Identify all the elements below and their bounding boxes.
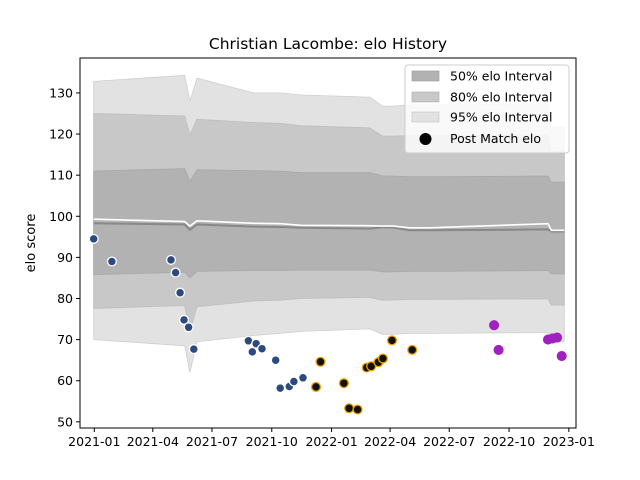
post-match-point-27	[386, 335, 398, 346]
post-match-point-19	[315, 356, 326, 367]
post-match-point-3	[165, 254, 177, 265]
post-match-point-1	[88, 233, 99, 244]
legend: 50% elo Interval 80% elo Interval 95% el…	[404, 64, 570, 154]
y-tick-label-120: 120	[49, 127, 73, 142]
post-match-point-33	[552, 332, 563, 343]
x-tick-label-2021-07: 2021-07	[186, 434, 238, 449]
post-match-point-22	[352, 404, 363, 415]
post-match-point-5	[175, 287, 186, 298]
post-match-point-4	[170, 267, 181, 278]
y-tick-label-90: 90	[57, 250, 73, 265]
y-tick-label-110: 110	[49, 168, 73, 183]
x-tick-label-2023-01: 2023-01	[543, 434, 595, 449]
post-match-point-20	[338, 378, 349, 389]
x-tick-label-2022-07: 2022-07	[423, 434, 475, 449]
y-tick-label-130: 130	[49, 85, 73, 100]
post-match-point-16	[288, 376, 299, 387]
legend-label-post-match: Post Match elo	[450, 131, 541, 146]
axes-frame	[79, 57, 577, 429]
post-match-point-30	[493, 344, 504, 355]
band-50-interval	[93, 168, 565, 279]
legend-label-band95: 95% elo Interval	[450, 110, 552, 125]
post-match-point-8	[188, 344, 199, 355]
post-match-point-7	[183, 322, 194, 333]
post-match-point-12	[256, 343, 268, 354]
y-tick-label-80: 80	[57, 291, 73, 306]
post-match-point-29	[489, 320, 500, 331]
legend-swatch-band95	[411, 111, 440, 123]
legend-swatch-band80	[411, 91, 440, 103]
x-tick-label-2021-10: 2021-10	[246, 434, 298, 449]
post-match-point-28	[407, 344, 418, 355]
legend-frame	[404, 64, 570, 154]
legend-swatch-band50	[411, 70, 440, 82]
x-tick-label-2022-01: 2022-01	[305, 434, 357, 449]
axes: 50 60 70 80 90 100 110 120 130 2021-01 2021-04 2021…	[49, 57, 595, 449]
y-axis-label: elo score	[24, 214, 39, 273]
legend-marker-post-match	[419, 133, 432, 145]
x-tick-label-2022-04: 2022-04	[364, 434, 416, 449]
post-match-point-34	[556, 351, 567, 362]
x-tick-label-2022-10: 2022-10	[483, 434, 535, 449]
post-match-point-14	[275, 383, 286, 394]
post-match-point-10	[247, 346, 258, 357]
y-tick-label-50: 50	[57, 414, 73, 429]
y-tick-label-70: 70	[57, 332, 73, 347]
post-match-point-26	[377, 353, 388, 364]
elo-upper-edge-line	[93, 218, 565, 232]
post-match-point-18	[310, 381, 322, 392]
legend-label-band80: 80% elo Interval	[450, 90, 552, 105]
x-tick-label-2021-04: 2021-04	[127, 434, 179, 449]
chart-title: Christian Lacombe: elo History	[209, 35, 447, 53]
post-match-point-6	[178, 314, 190, 325]
legend-label-band50: 50% elo Interval	[450, 69, 552, 84]
post-match-point-13	[270, 355, 281, 366]
post-match-point-2	[106, 256, 117, 267]
y-tick-label-100: 100	[49, 209, 73, 224]
x-tick-label-2021-01: 2021-01	[68, 434, 120, 449]
y-tick-label-60: 60	[57, 373, 73, 388]
elo-mean-line	[93, 222, 565, 233]
post-match-point-17	[297, 372, 309, 383]
post-match-point-21	[344, 403, 355, 414]
